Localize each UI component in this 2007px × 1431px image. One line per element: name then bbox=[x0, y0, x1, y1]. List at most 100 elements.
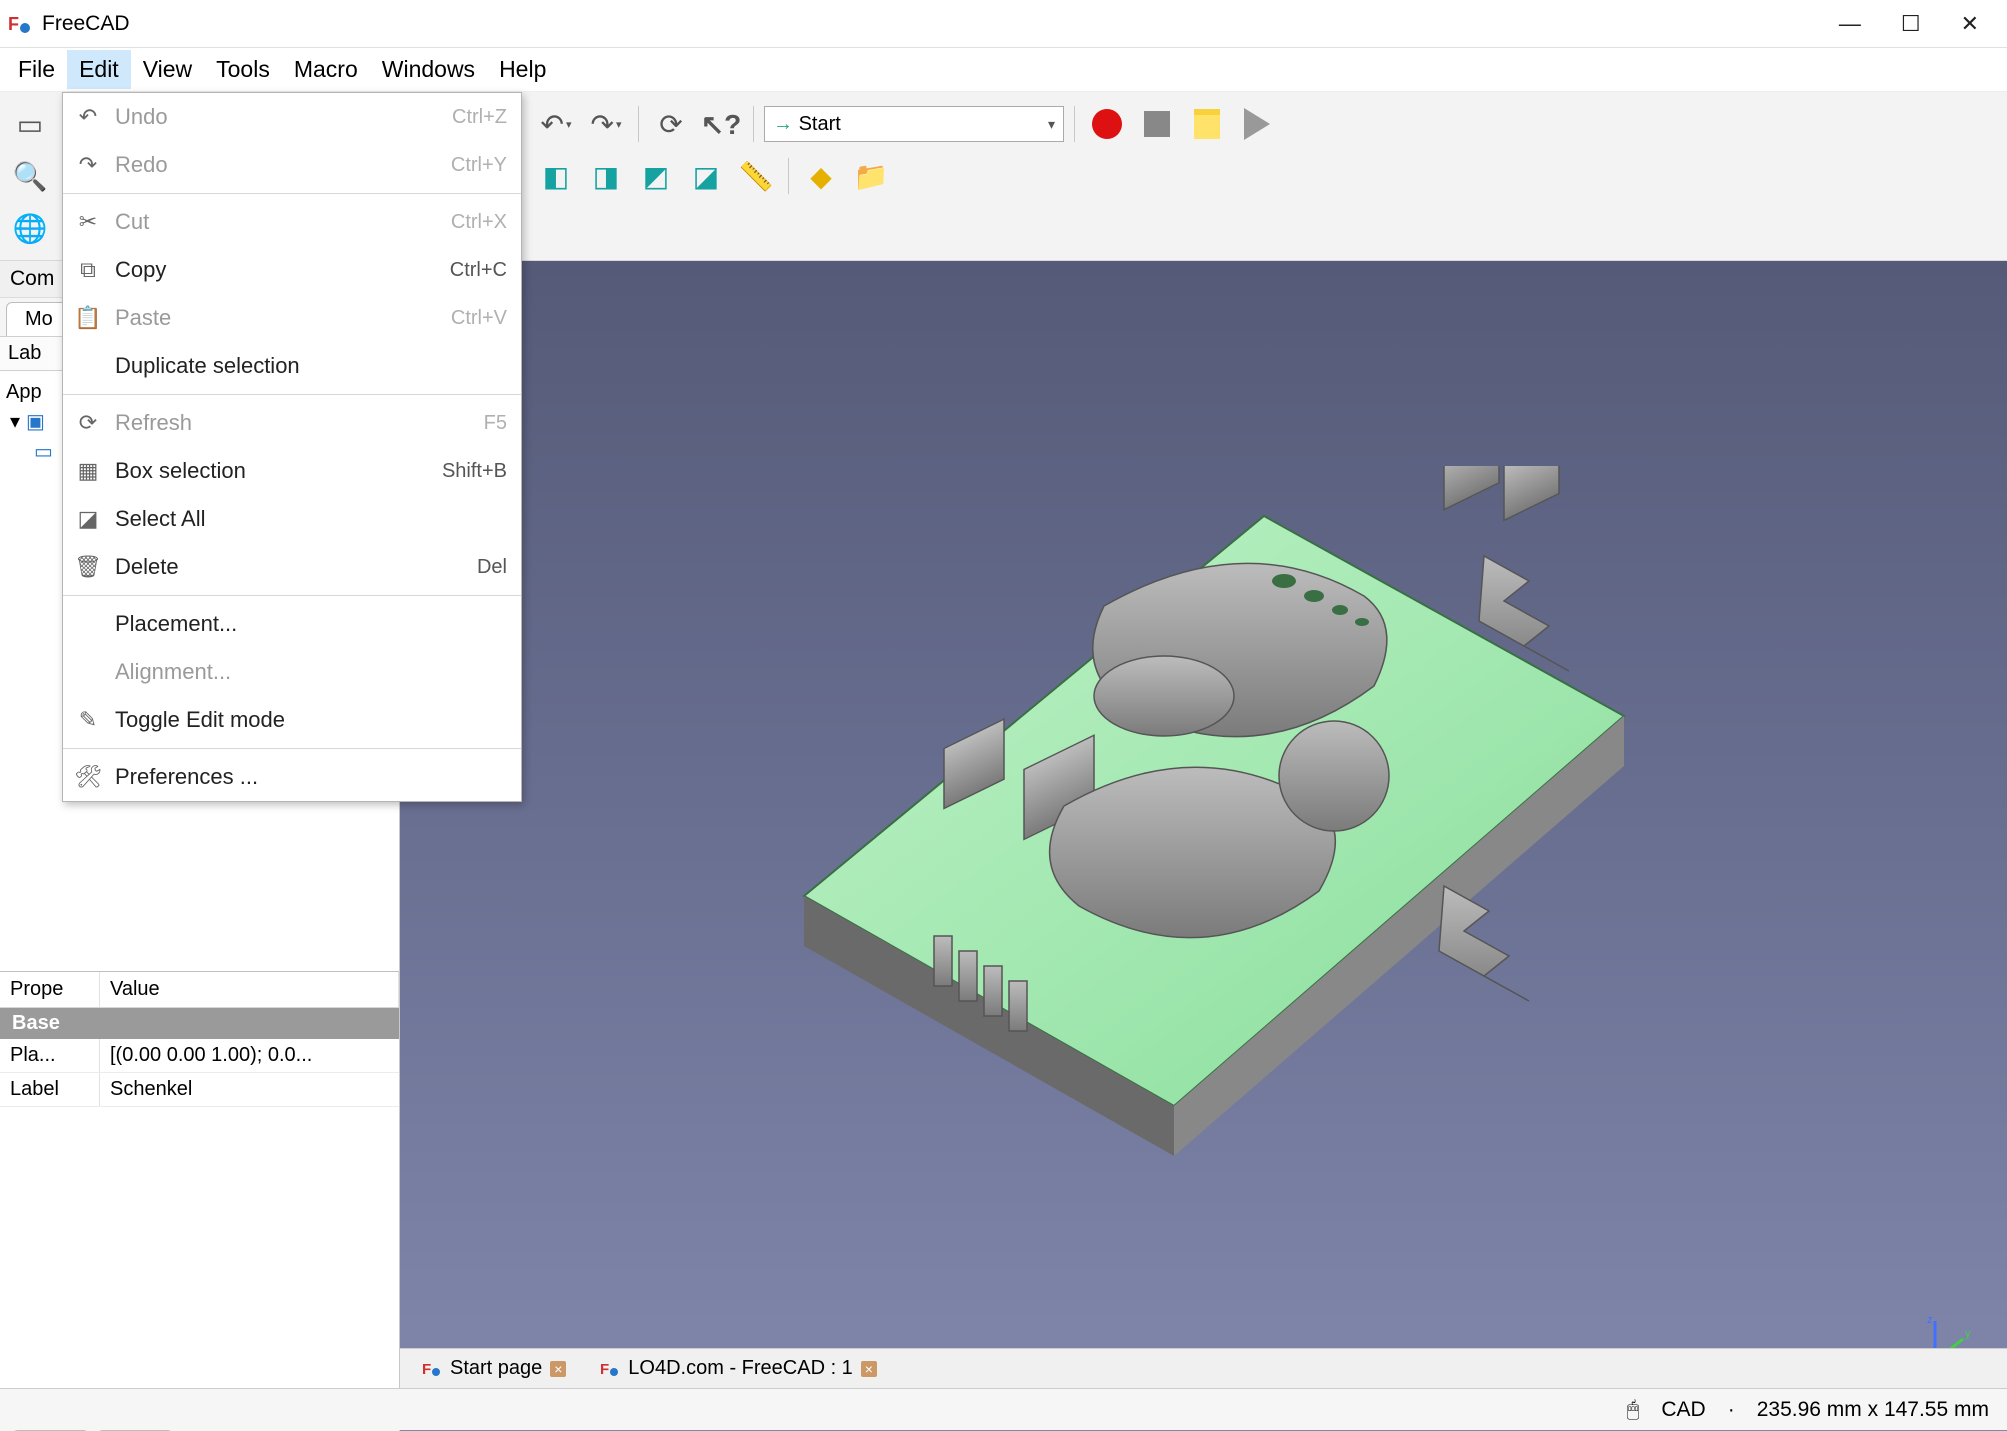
model-render bbox=[400, 261, 2007, 1431]
menu-item-icon: ↶ bbox=[71, 104, 105, 130]
workbench-label: Start bbox=[799, 113, 841, 135]
menu-item-label: Alignment... bbox=[115, 659, 507, 685]
window-title: FreeCAD bbox=[42, 12, 1839, 36]
edit-menu-item[interactable]: ◪ Select All bbox=[63, 495, 521, 543]
edit-menu-item[interactable]: Alignment... bbox=[63, 648, 521, 696]
web-icon[interactable]: 🌐 bbox=[8, 206, 52, 250]
menu-item-icon: ⧉ bbox=[71, 257, 105, 283]
front-view-icon[interactable]: ◨ bbox=[584, 154, 628, 198]
folder-icon[interactable]: 📁 bbox=[849, 154, 893, 198]
right-view-icon[interactable]: ◪ bbox=[684, 154, 728, 198]
document-tabs: F Start page × F LO4D.com - FreeCAD : 1 … bbox=[400, 1348, 2007, 1388]
measure-icon[interactable]: 📏 bbox=[734, 154, 778, 198]
property-panel: Prope Value Base Pla... [(0.00 0.00 1.00… bbox=[0, 971, 399, 1431]
close-icon[interactable]: × bbox=[550, 1361, 566, 1377]
menu-view[interactable]: View bbox=[131, 50, 204, 89]
status-coordinates: 235.96 mm x 147.55 mm bbox=[1757, 1398, 1989, 1422]
prop-header-value: Value bbox=[100, 972, 399, 1007]
maximize-button[interactable]: ☐ bbox=[1901, 11, 1921, 37]
macros-icon[interactable] bbox=[1185, 102, 1229, 146]
menu-item-label: Select All bbox=[115, 506, 507, 532]
undo-icon[interactable]: ↶▾ bbox=[534, 102, 578, 146]
redo-icon[interactable]: ↷▾ bbox=[584, 102, 628, 146]
view-fit-icon[interactable]: 🔍 bbox=[8, 154, 52, 198]
edit-menu-item[interactable]: Placement... bbox=[63, 600, 521, 648]
app-icon: F bbox=[8, 12, 32, 36]
nav-mode-label: CAD bbox=[1661, 1398, 1705, 1422]
doc-tab-label: Start page bbox=[450, 1357, 542, 1380]
svg-text:z: z bbox=[1927, 1314, 1933, 1326]
whats-this-icon[interactable]: ↖? bbox=[699, 102, 743, 146]
iso-view-icon[interactable]: ◧ bbox=[534, 154, 578, 198]
menu-help[interactable]: Help bbox=[487, 50, 558, 89]
menu-item-shortcut: Shift+B bbox=[442, 460, 507, 483]
new-icon[interactable]: ▭ bbox=[8, 102, 52, 146]
menu-item-shortcut: F5 bbox=[484, 412, 507, 435]
stop-macro-icon[interactable] bbox=[1135, 102, 1179, 146]
menubar: File Edit View Tools Macro Windows Help bbox=[0, 48, 2007, 92]
viewport-3d[interactable]: x z y bbox=[400, 261, 2007, 1431]
menu-item-icon: ↷ bbox=[71, 152, 105, 178]
prop-category-base: Base bbox=[0, 1008, 399, 1039]
edit-menu-item[interactable]: 🗑 DeleteDel bbox=[63, 543, 521, 591]
menu-item-label: Cut bbox=[115, 209, 451, 235]
menu-item-label: Paste bbox=[115, 305, 451, 331]
edit-menu-item[interactable]: ▦ Box selectionShift+B bbox=[63, 447, 521, 495]
menu-tools[interactable]: Tools bbox=[204, 50, 282, 89]
edit-menu-item[interactable]: ↷ RedoCtrl+Y bbox=[63, 141, 521, 189]
svg-text:F: F bbox=[422, 1361, 431, 1378]
menu-item-icon: ⟳ bbox=[71, 410, 105, 436]
edit-menu-item[interactable]: Duplicate selection bbox=[63, 342, 521, 390]
edit-menu-item[interactable]: ⟳ RefreshF5 bbox=[63, 399, 521, 447]
menu-item-label: Duplicate selection bbox=[115, 353, 507, 379]
edit-menu-item[interactable]: ⧉ CopyCtrl+C bbox=[63, 246, 521, 294]
doc-tab-start[interactable]: F Start page × bbox=[414, 1353, 574, 1384]
menu-item-label: Placement... bbox=[115, 611, 507, 637]
menu-item-label: Copy bbox=[115, 257, 450, 283]
window-controls: — ☐ ✕ bbox=[1839, 11, 1999, 37]
titlebar: F FreeCAD — ☐ ✕ bbox=[0, 0, 2007, 48]
menu-item-label: Refresh bbox=[115, 410, 484, 436]
menu-item-label: Box selection bbox=[115, 458, 442, 484]
menu-item-shortcut: Ctrl+V bbox=[451, 307, 507, 330]
menu-item-label: Delete bbox=[115, 554, 477, 580]
menu-edit[interactable]: Edit bbox=[67, 50, 131, 89]
edit-menu-item[interactable]: 📋PasteCtrl+V bbox=[63, 294, 521, 342]
menu-item-shortcut: Del bbox=[477, 556, 507, 579]
menu-item-icon: ✎ bbox=[71, 707, 105, 733]
record-macro-icon[interactable] bbox=[1085, 102, 1129, 146]
menu-macro[interactable]: Macro bbox=[282, 50, 370, 89]
top-view-icon[interactable]: ◩ bbox=[634, 154, 678, 198]
menu-item-icon: ▦ bbox=[71, 458, 105, 484]
edit-menu-item[interactable]: 🛠Preferences ... bbox=[63, 753, 521, 801]
menu-windows[interactable]: Windows bbox=[370, 50, 487, 89]
close-icon[interactable]: × bbox=[861, 1361, 877, 1377]
workbench-selector[interactable]: → Start ▾ bbox=[764, 106, 1064, 142]
menu-item-label: Redo bbox=[115, 152, 451, 178]
edit-menu-item[interactable]: ↶ UndoCtrl+Z bbox=[63, 93, 521, 141]
menu-item-icon: ✂ bbox=[71, 209, 105, 235]
menu-item-label: Undo bbox=[115, 104, 452, 130]
menu-item-shortcut: Ctrl+Z bbox=[452, 106, 507, 129]
nav-mode-icon[interactable]: 🖱 bbox=[1627, 1398, 1640, 1422]
doc-tab-document[interactable]: F LO4D.com - FreeCAD : 1 × bbox=[592, 1353, 885, 1384]
refresh-icon[interactable]: ⟳ bbox=[649, 102, 693, 146]
prop-header-property: Prope bbox=[0, 972, 100, 1007]
prop-row-label[interactable]: Label Schenkel bbox=[0, 1073, 399, 1107]
svg-text:F: F bbox=[8, 14, 19, 34]
menu-item-icon: 🗑 bbox=[71, 554, 105, 580]
menu-item-icon: 🛠 bbox=[71, 764, 105, 790]
menu-item-shortcut: Ctrl+C bbox=[450, 259, 507, 282]
run-macro-icon[interactable] bbox=[1235, 102, 1279, 146]
edit-menu-item[interactable]: ✂ CutCtrl+X bbox=[63, 198, 521, 246]
menu-item-shortcut: Ctrl+X bbox=[451, 211, 507, 234]
edit-menu-item[interactable]: ✎Toggle Edit mode bbox=[63, 696, 521, 744]
statusbar: 🖱 CAD · 235.96 mm x 147.55 mm bbox=[0, 1388, 2007, 1430]
menu-item-icon: ◪ bbox=[71, 506, 105, 532]
menu-file[interactable]: File bbox=[6, 50, 67, 89]
prop-row-placement[interactable]: Pla... [(0.00 0.00 1.00); 0.0... bbox=[0, 1039, 399, 1073]
close-button[interactable]: ✕ bbox=[1961, 11, 1979, 37]
menu-item-shortcut: Ctrl+Y bbox=[451, 154, 507, 177]
minimize-button[interactable]: — bbox=[1839, 11, 1861, 37]
part-icon[interactable]: ◆ bbox=[799, 154, 843, 198]
